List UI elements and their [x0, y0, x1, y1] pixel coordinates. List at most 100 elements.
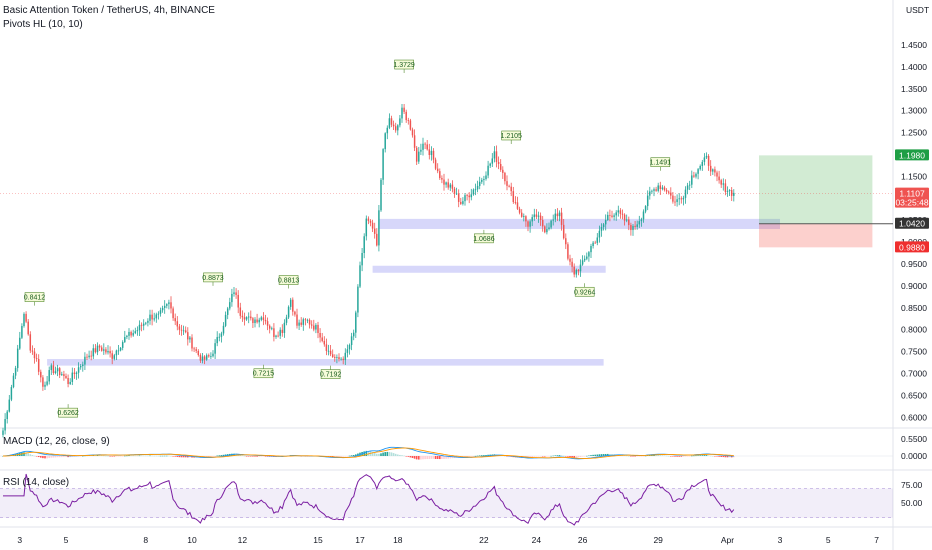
candle: [21, 323, 23, 340]
pivot-value: 1.2105: [500, 133, 522, 140]
candle: [520, 209, 523, 218]
candle: [77, 362, 80, 379]
candle-body: [565, 238, 567, 245]
macd-bar: [37, 456, 40, 458]
macd-bar: [445, 456, 447, 459]
macd-bar: [136, 455, 139, 457]
candle: [441, 175, 443, 184]
candle-body: [266, 321, 269, 326]
macd-bar: [581, 456, 584, 457]
candle: [728, 189, 731, 196]
candle-body: [724, 183, 727, 192]
candle: [355, 310, 357, 338]
candle: [525, 215, 527, 227]
candle-body: [6, 411, 8, 420]
candle: [44, 381, 46, 391]
candle: [489, 162, 491, 168]
candle-body: [58, 368, 61, 376]
candle-body: [541, 220, 544, 227]
candle-body: [115, 350, 118, 356]
candle-body: [552, 219, 554, 221]
macd-bar: [117, 456, 120, 457]
candle-body: [226, 308, 229, 315]
candle-body: [525, 216, 527, 222]
rsi-tick-label: 75.00: [901, 480, 923, 490]
badge-bg: [895, 187, 929, 208]
candle: [52, 360, 55, 375]
candle: [4, 413, 6, 435]
macd-bar: [40, 456, 42, 458]
candle: [472, 188, 475, 196]
target-price-badge: 1.1980: [895, 149, 929, 161]
candle-body: [506, 181, 508, 186]
candle-body: [262, 317, 265, 320]
pivot-label-low: 0.9264: [574, 283, 596, 297]
candle: [105, 347, 107, 355]
macd-bar: [556, 455, 559, 456]
candle-body: [191, 337, 193, 349]
macd-bar: [688, 456, 691, 457]
candle-body: [63, 374, 65, 377]
candle: [260, 315, 263, 322]
candle-body: [247, 316, 250, 318]
candle: [676, 194, 678, 207]
candle-body: [168, 302, 170, 305]
macd-bar: [588, 455, 590, 457]
time-tick-label: 24: [532, 535, 542, 545]
candle: [208, 353, 210, 358]
macd-bar: [441, 456, 443, 460]
candle-body: [392, 124, 395, 127]
candle-body: [592, 242, 594, 247]
macd-bar: [382, 452, 384, 456]
candle-body: [426, 144, 428, 150]
candle: [422, 137, 424, 156]
macd-bar: [579, 456, 582, 457]
candle: [688, 180, 691, 191]
candle-body: [142, 323, 145, 326]
candle: [569, 254, 571, 266]
candle-body: [210, 356, 212, 358]
candle-body: [390, 118, 393, 125]
candle: [552, 214, 554, 226]
candle-body: [216, 337, 218, 344]
macd-bar: [426, 456, 428, 460]
candle-body: [90, 355, 92, 357]
candle-body: [235, 292, 237, 295]
candle: [544, 225, 546, 234]
macd-bar: [258, 456, 260, 457]
price-tick-label: 1.1500: [901, 171, 927, 181]
macd-bar: [256, 456, 258, 457]
price-tick-label: 0.8000: [901, 325, 927, 335]
candle-body: [252, 318, 254, 324]
candle-body: [113, 355, 116, 359]
pivot-value: 0.6262: [57, 410, 79, 417]
candle: [321, 332, 323, 343]
candle: [571, 257, 573, 273]
candle-body: [75, 372, 78, 374]
pivot-label-high: 1.3729: [393, 59, 415, 74]
candle: [243, 312, 246, 326]
candle-body: [386, 127, 389, 134]
macd-bar: [98, 455, 101, 456]
candle-body: [105, 349, 107, 353]
macd-bar: [254, 456, 256, 457]
candle-body: [636, 224, 638, 227]
candle-body: [665, 189, 668, 192]
candle: [512, 186, 515, 204]
macd-bar: [357, 453, 359, 456]
candle: [386, 125, 389, 140]
candle: [628, 216, 630, 231]
candle-body: [625, 219, 628, 221]
candle: [712, 168, 714, 175]
pivot-value: 0.8412: [24, 295, 46, 302]
candle: [667, 190, 670, 195]
candle-body: [136, 330, 139, 332]
macd-bar: [182, 456, 185, 458]
macd-bar: [703, 455, 706, 456]
candle: [447, 178, 449, 190]
candle: [615, 210, 617, 221]
candle: [583, 255, 586, 263]
candle: [651, 189, 653, 194]
candle: [644, 205, 647, 214]
